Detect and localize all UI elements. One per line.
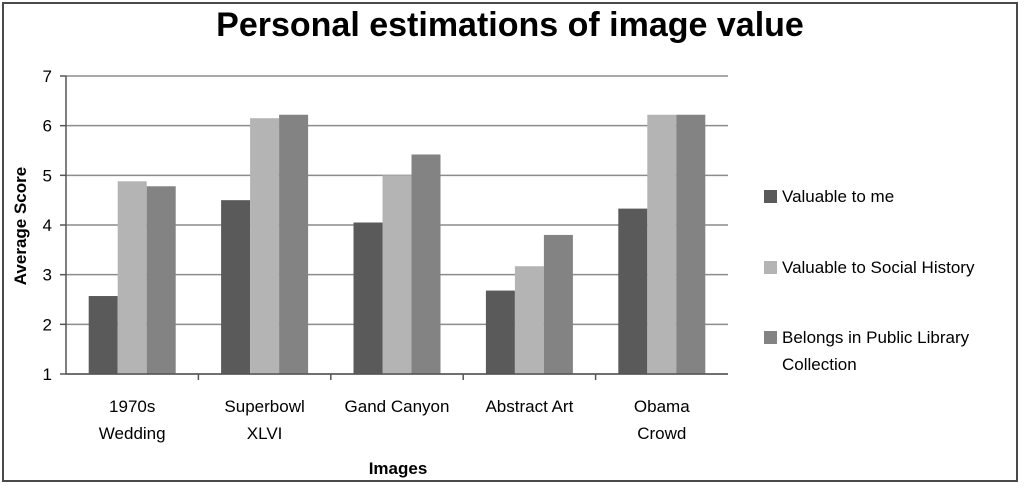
- bar: [250, 118, 280, 374]
- x-category-labels: 1970s Wedding Superbowl XLVI Gand Canyon Abst…: [99, 397, 690, 443]
- bar: [647, 114, 677, 375]
- y-tick-label: 5: [43, 166, 52, 185]
- y-tick-label: 1: [43, 365, 52, 384]
- bar: [279, 114, 309, 375]
- legend-swatch: [764, 190, 777, 203]
- bar: [411, 154, 441, 374]
- chart-title: Personal estimations of image value: [216, 6, 804, 44]
- y-tick-label: 3: [43, 266, 52, 285]
- legend-label: Valuable to Social History: [782, 258, 975, 277]
- bar: [146, 186, 176, 374]
- x-tick-label: Obama Crowd: [634, 397, 690, 443]
- bars: [88, 114, 706, 375]
- y-tick-label: 4: [43, 216, 52, 235]
- bar: [221, 200, 251, 374]
- bar: [485, 290, 515, 374]
- x-tick-label: 1970s Wedding: [99, 397, 166, 443]
- bar: [676, 114, 706, 375]
- y-tick-label: 2: [43, 315, 52, 334]
- x-tick-label: Abstract Art: [485, 397, 573, 416]
- y-tick-labels: 1 2 3 4 5 6 7: [43, 67, 52, 384]
- bar: [543, 234, 573, 374]
- bar: [618, 208, 648, 374]
- axes: [65, 76, 728, 380]
- legend-swatch: [764, 331, 777, 344]
- bar: [514, 266, 544, 374]
- x-tick-label: Superbowl XLVI: [224, 397, 304, 443]
- legend: Valuable to me Valuable to Social History…: [764, 187, 975, 374]
- x-tick-label: Gand Canyon: [345, 397, 450, 416]
- y-tick-label: 7: [43, 67, 52, 86]
- x-axis-title: Images: [369, 459, 428, 478]
- legend-label: Valuable to me: [782, 187, 894, 206]
- bar: [353, 222, 383, 374]
- legend-label: Belongs in Public Library Collection: [782, 328, 970, 374]
- bar: [382, 175, 412, 374]
- y-tick-label: 6: [43, 117, 52, 136]
- y-axis-title: Average Score: [11, 167, 30, 285]
- legend-swatch: [764, 261, 777, 274]
- bar: [88, 296, 118, 374]
- bar: [117, 181, 147, 374]
